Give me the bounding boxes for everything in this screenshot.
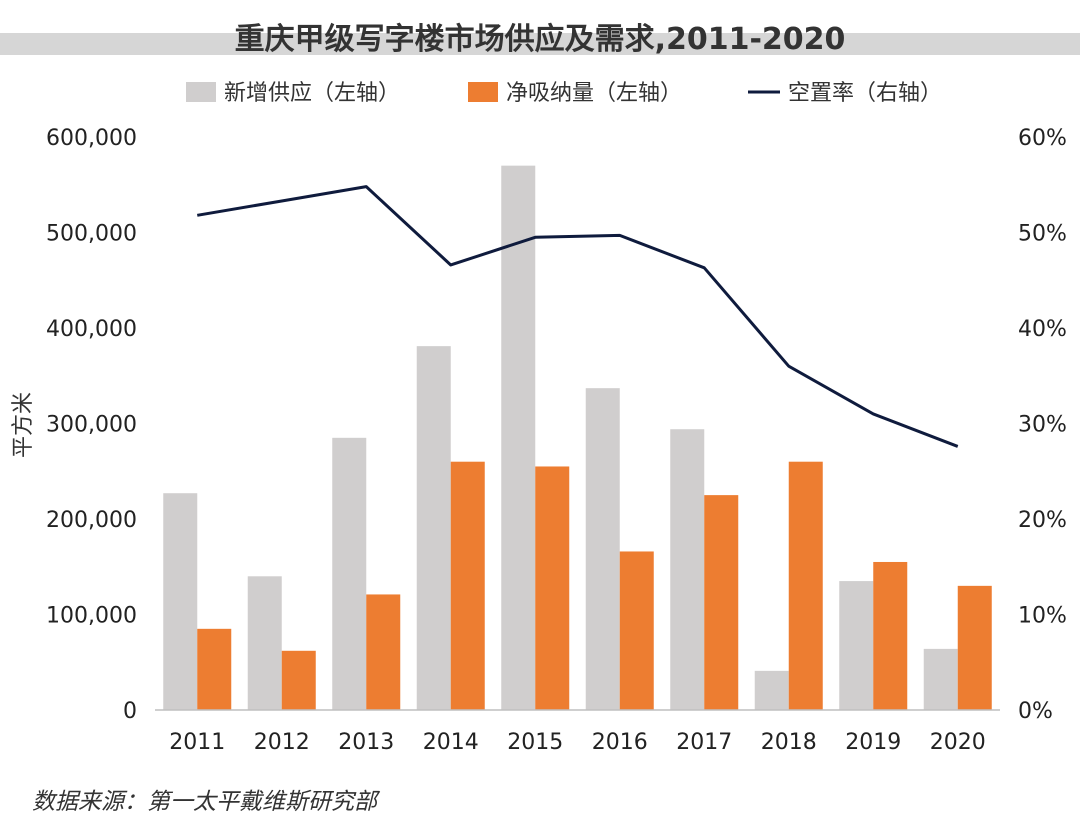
x-axis-ticks: 2011 2012 2013 2014 2015 2016 2017 2018 2019 2020 <box>169 730 986 755</box>
y-axis-label: 平方米 <box>11 392 36 458</box>
legend-label-supply: 新增供应（左轴） <box>224 81 400 106</box>
bar-supply <box>754 670 789 710</box>
y2-tick-label: 20% <box>1018 508 1067 533</box>
y-tick-label: 100,000 <box>46 604 137 629</box>
x-tick-label: 2011 <box>169 730 225 755</box>
x-tick-label: 2019 <box>845 730 901 755</box>
legend-swatch-absorption <box>468 82 498 102</box>
bar-supply <box>923 648 958 710</box>
legend-swatch-supply <box>186 82 216 102</box>
bar-absorption <box>873 561 908 710</box>
bar-absorption <box>197 628 232 710</box>
bar-absorption <box>450 461 485 710</box>
chart-title: 重庆甲级写字楼市场供应及需求,2011-2020 <box>234 22 846 57</box>
bar-supply <box>839 581 874 710</box>
bar-absorption <box>704 495 739 710</box>
bar-absorption <box>281 650 316 710</box>
y-tick-label: 600,000 <box>46 126 137 151</box>
y-axis-ticks: 0 100,000 200,000 300,000 400,000 500,000 600,… <box>46 126 137 724</box>
y-tick-label: 300,000 <box>46 413 137 438</box>
y-tick-label: 500,000 <box>46 222 137 247</box>
source-note: 数据来源：第一太平戴维斯研究部 <box>32 789 377 815</box>
y2-tick-label: 10% <box>1018 604 1067 629</box>
bar-absorption <box>788 461 823 710</box>
y2-tick-label: 50% <box>1018 222 1067 247</box>
x-tick-label: 2018 <box>761 730 817 755</box>
x-tick-label: 2015 <box>507 730 563 755</box>
bar-absorption <box>535 466 570 710</box>
y2-tick-label: 0% <box>1018 699 1053 724</box>
y2-tick-label: 30% <box>1018 413 1067 438</box>
legend: 新增供应（左轴） 净吸纳量（左轴） 空置率（右轴） <box>186 81 942 106</box>
bar-supply <box>332 437 367 710</box>
x-tick-label: 2016 <box>592 730 648 755</box>
bar-supply <box>247 576 282 710</box>
bar-absorption <box>957 585 992 710</box>
title-band <box>0 33 1080 55</box>
bar-supply <box>163 493 198 710</box>
bar-absorption <box>366 594 401 710</box>
y-tick-label: 400,000 <box>46 317 137 342</box>
y2-tick-label: 60% <box>1018 126 1067 151</box>
x-tick-label: 2013 <box>338 730 394 755</box>
bar-supply <box>670 429 705 710</box>
bar-supply <box>585 388 620 710</box>
x-tick-label: 2020 <box>930 730 986 755</box>
x-tick-label: 2014 <box>423 730 479 755</box>
chart-svg: 新增供应（左轴） 净吸纳量（左轴） 空置率（右轴） 平方米 0 100,000 20… <box>11 81 1067 755</box>
y2-tick-label: 40% <box>1018 317 1067 342</box>
bar-absorption <box>619 551 654 710</box>
vacancy-line <box>196 185 959 448</box>
y2-axis-ticks: 0% 10% 20% 30% 40% 50% 60% <box>1018 126 1067 724</box>
x-tick-label: 2017 <box>676 730 732 755</box>
bar-supply <box>416 346 451 710</box>
x-tick-label: 2012 <box>254 730 310 755</box>
y-tick-label: 0 <box>123 699 137 724</box>
legend-label-vacancy: 空置率（右轴） <box>788 81 942 106</box>
bars <box>163 165 992 710</box>
y-tick-label: 200,000 <box>46 508 137 533</box>
bar-supply <box>501 165 536 710</box>
legend-label-absorption: 净吸纳量（左轴） <box>506 81 682 106</box>
vacancy-line-layer <box>196 185 959 448</box>
